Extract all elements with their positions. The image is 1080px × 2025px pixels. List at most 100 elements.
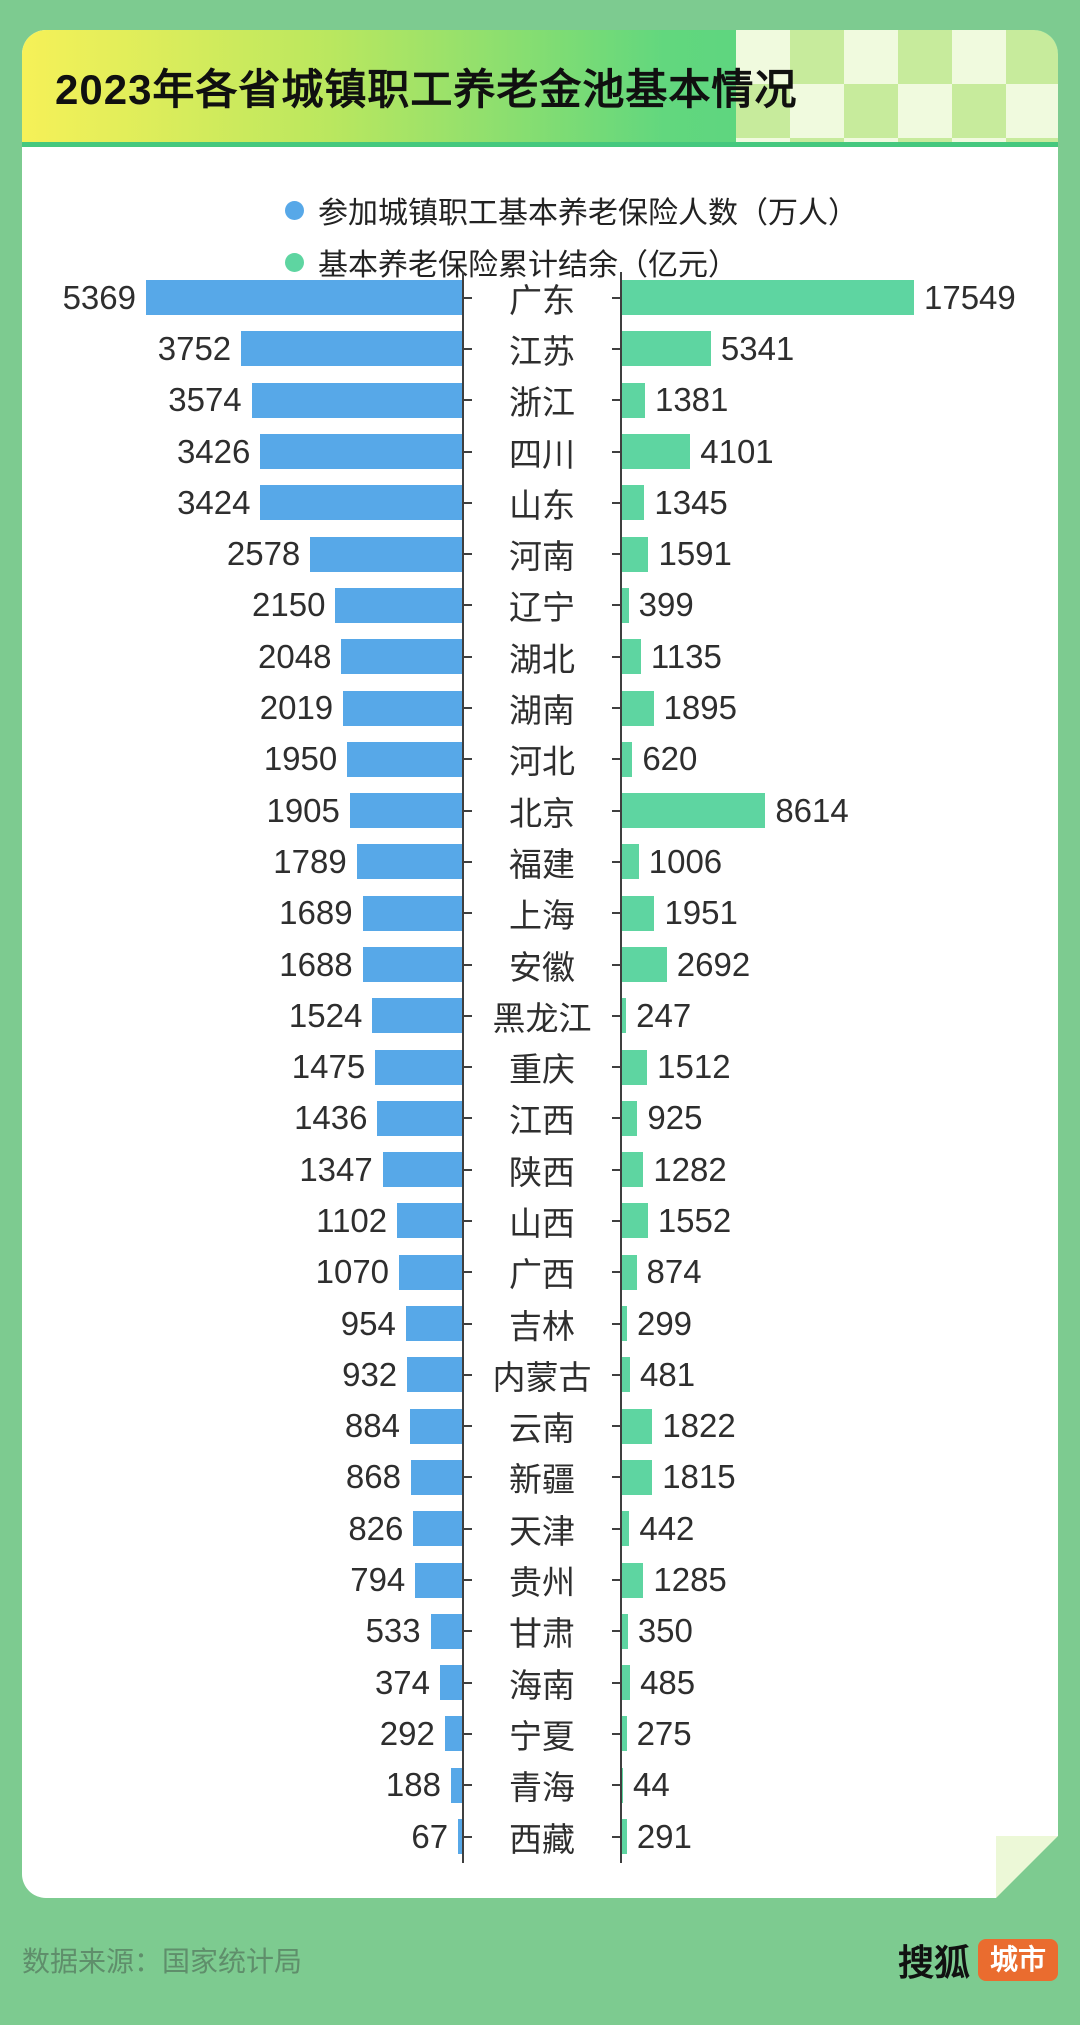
right-bar-zone: 1552 [622, 1202, 1058, 1240]
chart-row: 1347 陕西 1282 [22, 1144, 1058, 1195]
left-axis-tick [464, 604, 472, 607]
left-bar-zone: 1102 [22, 1202, 462, 1240]
left-axis-tick [464, 912, 472, 915]
chart-row: 188 青海 44 [22, 1760, 1058, 1811]
right-axis-tick [612, 1014, 620, 1017]
balance-value-label: 1381 [654, 381, 729, 419]
province-label: 吉林 [509, 1307, 575, 1345]
balance-value-label: 5341 [720, 329, 795, 367]
participants-bar [347, 741, 462, 777]
participants-value-label: 1905 [266, 791, 340, 829]
chart-row: 533 甘肃 350 [22, 1606, 1058, 1657]
chart-row: 3752 江苏 5341 [22, 323, 1058, 374]
left-bar-zone: 2150 [22, 586, 462, 624]
chart-row: 1950 河北 620 [22, 734, 1058, 785]
province-label: 辽宁 [509, 589, 575, 627]
balance-bar [622, 1100, 638, 1136]
right-axis-tick [612, 450, 620, 453]
right-bar-zone: 1282 [622, 1151, 1058, 1189]
province-label: 天津 [509, 1512, 575, 1550]
chart-row: 884 云南 1822 [22, 1401, 1058, 1452]
left-bar-zone: 533 [22, 1612, 462, 1650]
participants-bar [415, 1562, 462, 1598]
category-zone: 青海 [462, 1760, 622, 1811]
diverging-bar-chart: 5369 广东 17549 3752 江苏 5341 3574 浙江 1381 3426 四川 410… [22, 272, 1058, 1863]
balance-bar [622, 844, 639, 880]
right-bar-zone: 1591 [622, 535, 1058, 573]
left-bar-zone: 1524 [22, 997, 462, 1035]
left-bar-zone: 1436 [22, 1099, 462, 1137]
right-bar-zone: 1006 [622, 843, 1058, 881]
province-label: 湖南 [509, 692, 575, 730]
sohu-logo-text: 搜狐 [897, 1942, 970, 1983]
participants-value-label: 932 [342, 1355, 398, 1393]
participants-value-label: 533 [365, 1612, 421, 1650]
left-axis-tick [464, 501, 472, 504]
right-axis-tick [612, 1168, 620, 1171]
legend-label: 基本养老保险累计结余（亿元） [318, 249, 738, 282]
legend-label: 参加城镇职工基本养老保险人数（万人） [318, 197, 858, 230]
right-bar-zone: 5341 [622, 330, 1058, 368]
footer: 数据来源：国家统计局 搜狐 城市 [22, 1928, 1058, 1992]
participants-bar [310, 536, 462, 572]
left-bar-zone: 5369 [22, 279, 462, 317]
left-bar-zone: 374 [22, 1664, 462, 1702]
chart-row: 1689 上海 1951 [22, 888, 1058, 939]
participants-value-label: 954 [340, 1304, 396, 1342]
participants-value-label: 868 [345, 1458, 401, 1496]
category-zone: 江西 [462, 1093, 622, 1144]
balance-value-label: 485 [640, 1663, 696, 1701]
participants-value-label: 374 [374, 1663, 430, 1701]
category-zone: 宁夏 [462, 1708, 622, 1759]
balance-value-label: 17549 [924, 278, 1016, 316]
left-axis-tick [464, 1271, 472, 1274]
header-banner: 2023年各省城镇职工养老金池基本情况 [22, 30, 1058, 147]
chart-row: 67 西藏 291 [22, 1811, 1058, 1862]
balance-bar [622, 895, 655, 931]
participants-bar [440, 1665, 462, 1701]
chart-row: 1524 黑龙江 247 [22, 990, 1058, 1041]
folded-corner-decoration [996, 1836, 1058, 1898]
participants-value-label: 1070 [315, 1253, 390, 1291]
category-zone: 江苏 [462, 323, 622, 374]
sohu-city-logo: 搜狐 城市 [898, 1934, 1058, 1986]
right-axis-tick [612, 1476, 620, 1479]
left-bar-zone: 67 [22, 1818, 462, 1856]
balance-value-label: 874 [646, 1253, 702, 1291]
right-bar-zone: 247 [622, 997, 1058, 1035]
balance-value-label: 275 [636, 1714, 692, 1752]
participants-bar [375, 1049, 462, 1085]
right-bar-zone: 4101 [622, 433, 1058, 471]
province-label: 安徽 [509, 948, 575, 986]
checkerboard-decoration [736, 30, 1058, 142]
right-axis-tick [612, 399, 620, 402]
right-bar-zone: 874 [622, 1253, 1058, 1291]
participants-bar [399, 1254, 462, 1290]
right-axis-tick [612, 1219, 620, 1222]
balance-bar [622, 1511, 630, 1547]
province-label: 新疆 [509, 1461, 575, 1499]
participants-value-label: 1475 [291, 1048, 366, 1086]
chart-rows: 5369 广东 17549 3752 江苏 5341 3574 浙江 1381 3426 四川 410… [22, 272, 1058, 1862]
right-axis-tick [612, 501, 620, 504]
province-label: 甘肃 [509, 1615, 575, 1653]
participants-bar [430, 1613, 462, 1649]
left-axis-tick [464, 1681, 472, 1684]
left-axis-tick [464, 1630, 472, 1633]
chart-row: 2048 湖北 1135 [22, 631, 1058, 682]
balance-value-label: 4101 [700, 432, 774, 470]
province-label: 贵州 [509, 1564, 575, 1602]
right-axis-tick [612, 860, 620, 863]
participants-bar [458, 1819, 462, 1855]
chart-row: 1070 广西 874 [22, 1247, 1058, 1298]
left-bar-zone: 2048 [22, 638, 462, 676]
participants-bar [410, 1459, 462, 1495]
balance-bar [622, 382, 645, 418]
balance-bar [622, 434, 691, 470]
left-axis-tick [464, 1579, 472, 1582]
left-bar-zone: 3426 [22, 433, 462, 471]
right-bar-zone: 17549 [622, 279, 1058, 317]
right-axis-tick [612, 1373, 620, 1376]
chart-row: 932 内蒙古 481 [22, 1349, 1058, 1400]
